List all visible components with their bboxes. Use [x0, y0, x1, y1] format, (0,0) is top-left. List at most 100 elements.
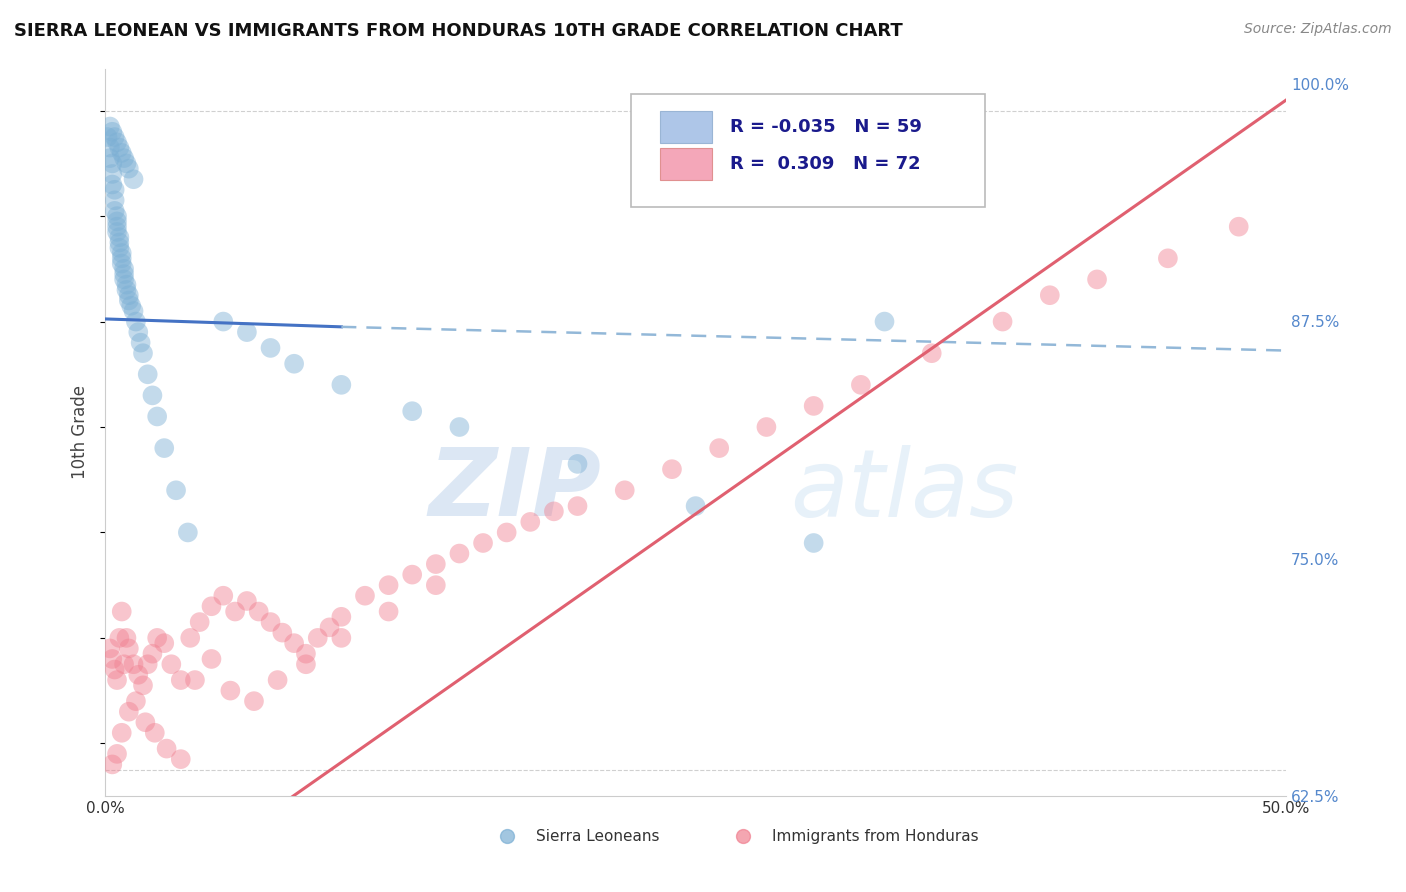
- Point: [104, 663, 127, 677]
- Point: [129, 335, 152, 350]
- Point: [101, 125, 124, 139]
- Point: [803, 399, 825, 413]
- Point: [111, 256, 134, 270]
- Point: [219, 683, 242, 698]
- Point: [153, 441, 176, 455]
- Point: [134, 715, 156, 730]
- Point: [125, 694, 148, 708]
- Point: [567, 457, 589, 471]
- Point: [224, 605, 246, 619]
- Point: [122, 657, 145, 672]
- Point: [122, 304, 145, 318]
- Point: [425, 557, 447, 571]
- Point: [212, 315, 235, 329]
- Point: [236, 325, 259, 339]
- Text: Immigrants from Honduras: Immigrants from Honduras: [772, 829, 979, 844]
- Point: [212, 589, 235, 603]
- Point: [685, 499, 707, 513]
- Point: [295, 647, 318, 661]
- Point: [98, 641, 121, 656]
- Point: [153, 636, 176, 650]
- Point: [115, 156, 138, 170]
- Point: [401, 567, 423, 582]
- Point: [122, 172, 145, 186]
- Point: [165, 483, 187, 498]
- Point: [330, 377, 353, 392]
- Point: [1085, 272, 1108, 286]
- Point: [188, 615, 211, 629]
- Point: [105, 747, 128, 761]
- Point: [401, 404, 423, 418]
- Point: [105, 225, 128, 239]
- Point: [111, 246, 134, 260]
- Text: atlas: atlas: [790, 445, 1018, 536]
- Point: [105, 219, 128, 234]
- Point: [177, 525, 200, 540]
- Point: [179, 631, 201, 645]
- Point: [98, 140, 121, 154]
- Point: [111, 252, 134, 266]
- Point: [136, 368, 159, 382]
- Point: [101, 178, 124, 192]
- Point: [120, 299, 142, 313]
- Point: [170, 752, 193, 766]
- Point: [472, 536, 495, 550]
- Point: [330, 631, 353, 645]
- Point: [108, 140, 131, 154]
- Point: [709, 441, 731, 455]
- Point: [127, 325, 149, 339]
- Point: [755, 420, 778, 434]
- Y-axis label: 10th Grade: 10th Grade: [72, 385, 89, 479]
- Point: [247, 605, 270, 619]
- Point: [108, 230, 131, 244]
- Point: [449, 547, 471, 561]
- Point: [1227, 219, 1250, 234]
- Point: [803, 536, 825, 550]
- Point: [543, 504, 565, 518]
- Point: [377, 605, 399, 619]
- FancyBboxPatch shape: [631, 94, 984, 207]
- Text: R = -0.035   N = 59: R = -0.035 N = 59: [730, 119, 922, 136]
- Point: [115, 283, 138, 297]
- Point: [283, 357, 305, 371]
- Point: [118, 288, 141, 302]
- Point: [132, 346, 155, 360]
- Point: [104, 183, 127, 197]
- Point: [115, 631, 138, 645]
- Point: [111, 726, 134, 740]
- Point: [112, 272, 135, 286]
- Point: [295, 657, 318, 672]
- Point: [146, 631, 169, 645]
- Point: [112, 151, 135, 165]
- Text: SIERRA LEONEAN VS IMMIGRANTS FROM HONDURAS 10TH GRADE CORRELATION CHART: SIERRA LEONEAN VS IMMIGRANTS FROM HONDUR…: [14, 22, 903, 40]
- Point: [271, 625, 294, 640]
- Point: [146, 409, 169, 424]
- Point: [495, 525, 517, 540]
- Point: [108, 241, 131, 255]
- Point: [354, 589, 377, 603]
- Point: [873, 315, 896, 329]
- Text: ZIP: ZIP: [429, 444, 602, 536]
- Point: [200, 652, 222, 666]
- Point: [105, 673, 128, 687]
- Point: [105, 214, 128, 228]
- Point: [108, 235, 131, 250]
- Point: [111, 145, 134, 160]
- Point: [200, 599, 222, 614]
- Point: [118, 161, 141, 176]
- Point: [104, 130, 127, 145]
- Point: [170, 673, 193, 687]
- Point: [101, 156, 124, 170]
- Text: Source: ZipAtlas.com: Source: ZipAtlas.com: [1244, 22, 1392, 37]
- Point: [112, 261, 135, 276]
- Point: [105, 209, 128, 223]
- Point: [160, 657, 183, 672]
- Point: [236, 594, 259, 608]
- FancyBboxPatch shape: [661, 148, 711, 180]
- Point: [425, 578, 447, 592]
- Point: [307, 631, 329, 645]
- Point: [127, 667, 149, 681]
- Point: [519, 515, 541, 529]
- Point: [118, 641, 141, 656]
- Point: [118, 293, 141, 308]
